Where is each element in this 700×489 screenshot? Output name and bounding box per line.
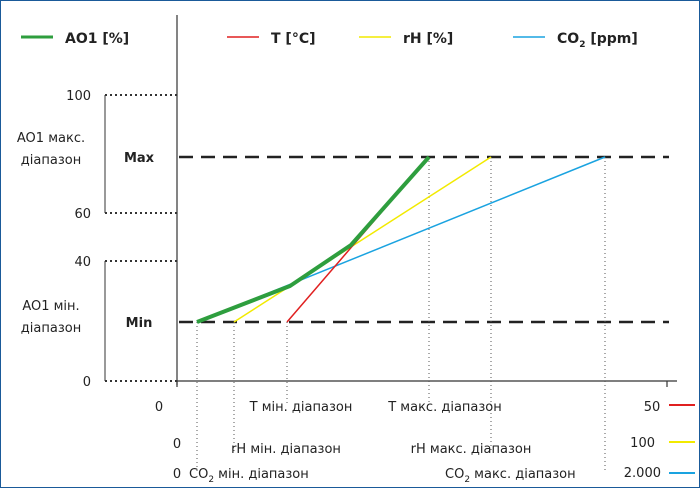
rh-max-range-label: rH макс. діапазон — [411, 442, 532, 457]
ao1-min-range-label-1: AO1 мін. — [22, 299, 79, 314]
ao1-min-range-label-2: діапазон — [21, 321, 81, 336]
legend-rh-label: rH [%] — [403, 31, 453, 47]
co2-max-range-label: CO2 макс. діапазон — [445, 467, 576, 485]
t-row-start: 0 — [155, 400, 163, 415]
y-tick-60: 60 — [74, 207, 91, 222]
legend-co2-label: CO2 [ppm] — [557, 31, 638, 50]
y-tick-40: 40 — [74, 255, 91, 270]
max-label: Max — [124, 151, 155, 166]
t-max-range-label: T макс. діапазон — [387, 400, 502, 415]
legend: AO1 [%] T [°C] rH [%] CO2 [ppm] — [21, 31, 638, 50]
vertical-guides — [196, 157, 606, 471]
legend-ao1-label: AO1 [%] — [65, 31, 129, 47]
ao1-max-range-label-1: AO1 макс. — [17, 131, 85, 146]
y-tick-0: 0 — [83, 375, 91, 390]
min-label: Min — [126, 316, 153, 331]
ao1-curve — [196, 155, 431, 324]
rh-min-range-label: rH мін. діапазон — [231, 442, 341, 457]
rh-curve — [233, 156, 492, 323]
rh-row-start: 0 — [173, 437, 181, 452]
co2-min-range-label: CO2 мін. діапазон — [189, 467, 309, 485]
y-tick-100: 100 — [66, 89, 91, 104]
legend-t-label: T [°C] — [271, 31, 316, 47]
co2-row-start: 0 — [173, 467, 181, 482]
y-level-markers — [105, 94, 177, 382]
x-axis-end-label: 50 — [644, 400, 661, 415]
co2-row-end: 2.000 — [624, 466, 661, 481]
ao1-max-range-label-2: діапазон — [21, 153, 81, 168]
t-min-range-label: T мін. діапазон — [249, 400, 353, 415]
rh-row-end: 100 — [630, 436, 655, 451]
